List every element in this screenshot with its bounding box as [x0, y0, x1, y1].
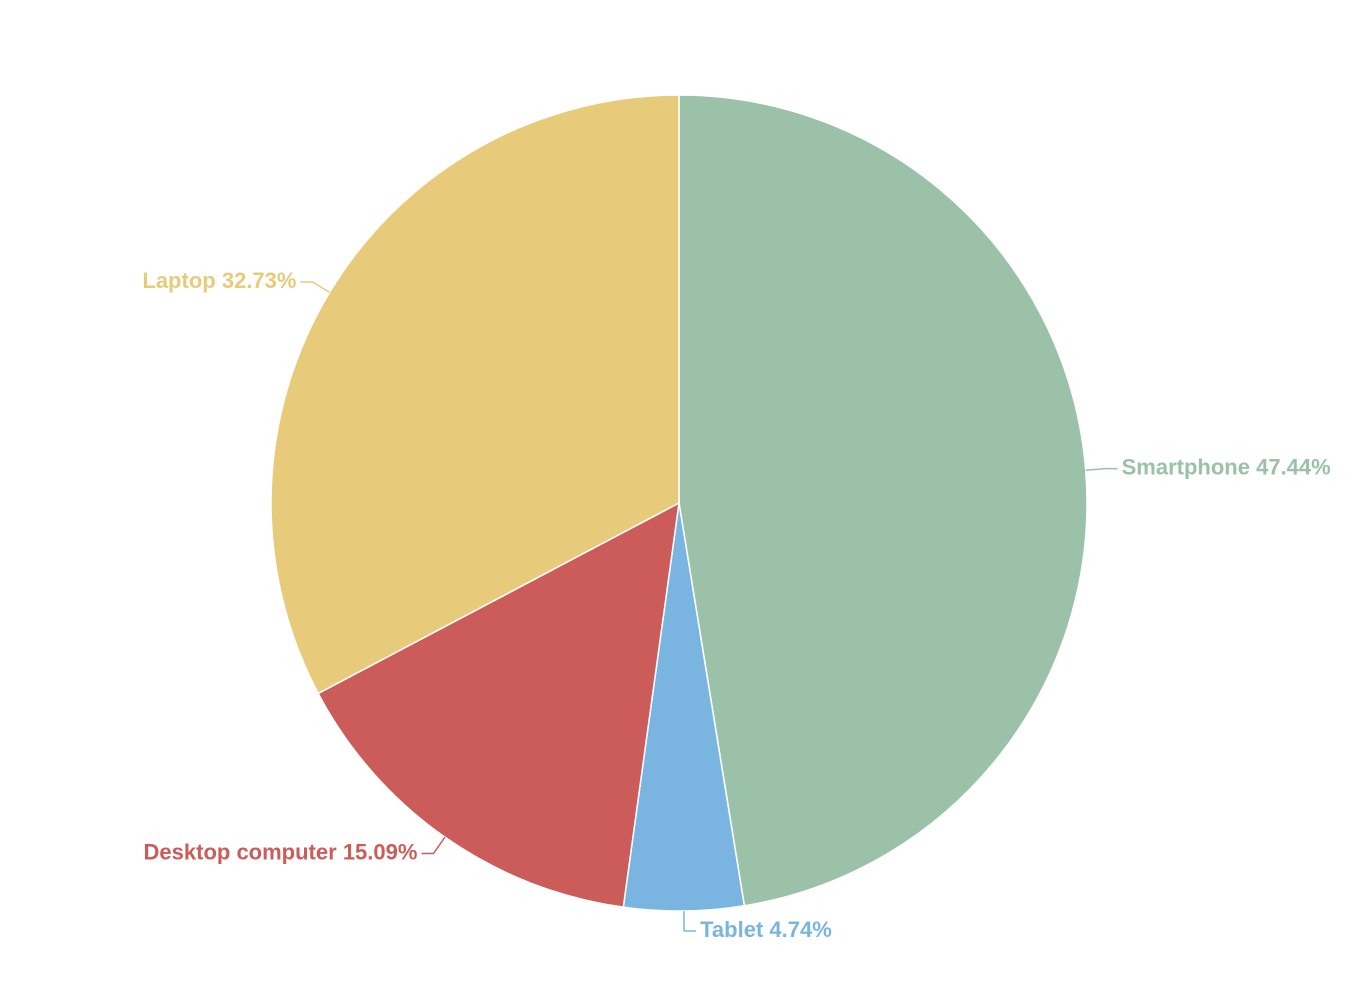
leader-line: [421, 836, 446, 855]
pie-slice: [270, 94, 680, 695]
slice-name: Laptop: [142, 268, 215, 293]
slice-name: Tablet: [700, 917, 764, 942]
slice-value: 4.74%: [769, 917, 831, 942]
leader-line: [1085, 467, 1118, 471]
slice-value: 47.44%: [1256, 454, 1331, 479]
slice-label: Smartphone 47.44%: [1122, 454, 1331, 479]
pie-slice: [317, 501, 680, 909]
slice-label: Laptop 32.73%: [142, 268, 296, 293]
slice-name: Smartphone: [1122, 454, 1250, 479]
pie-slice: [678, 94, 1088, 907]
leader-line: [300, 281, 330, 293]
slice-name: Desktop computer: [144, 839, 338, 864]
leader-line: [683, 910, 697, 932]
slice-label: Tablet 4.74%: [700, 917, 832, 942]
slice-value: 15.09%: [343, 839, 418, 864]
slice-value: 32.73%: [222, 268, 297, 293]
slice-label: Desktop computer 15.09%: [144, 839, 418, 864]
